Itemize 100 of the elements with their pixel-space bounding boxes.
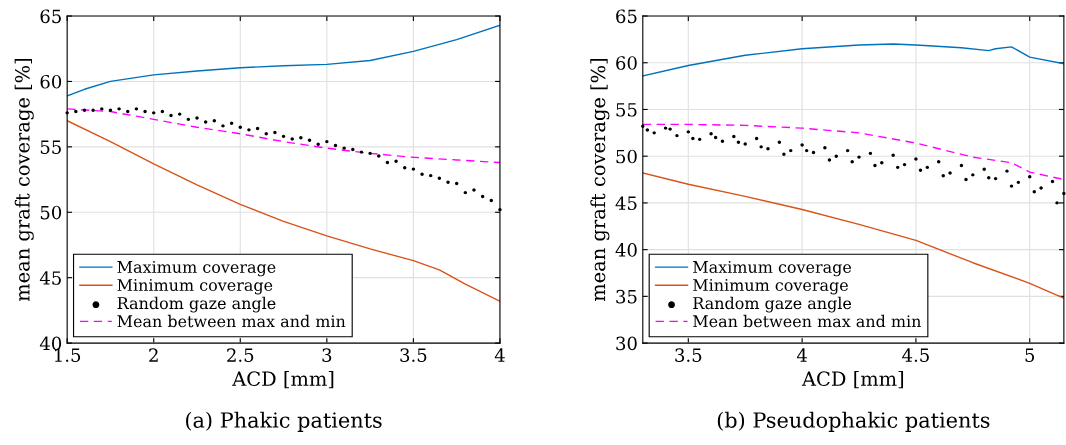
legend-label: Random gaze angle [117,296,276,313]
point [686,130,691,134]
point [394,159,398,163]
point [307,138,312,143]
x-tick-label: 4 [796,348,807,362]
point [1050,179,1055,184]
point [743,142,747,146]
point [902,162,907,167]
point [777,140,782,144]
text: (a) Phakic patients [186,411,382,432]
legend-label: Maximum coverage [117,261,276,277]
x-axis-title: ACD [mm] [801,370,904,389]
point [325,139,329,144]
point [698,137,702,142]
y-tick-label: 65 [40,9,61,24]
point [229,121,234,125]
line-series [67,108,500,164]
y-tick-label: 45 [39,271,61,285]
x-tick-label: 3.5 [675,348,702,362]
point [368,151,372,156]
point [454,181,459,186]
x-tick-label: 4 [494,348,505,362]
point [713,135,718,140]
point [290,137,294,141]
point [489,198,493,203]
x-tick-label: 2.5 [227,348,254,362]
x-tick-label: 5 [1025,348,1035,362]
point [221,124,225,128]
x-tick-label: 2 [149,348,158,362]
point [82,108,87,112]
y-tick-label: 35 [616,289,637,304]
legend-label: Mean between max and min [693,314,921,328]
y-tick-label: 65 [616,9,637,24]
y-tick-label: 45 [615,196,637,211]
point [918,168,923,172]
point [766,147,770,151]
point [720,139,725,143]
point [845,148,850,153]
y-tick-label: 50 [616,149,637,164]
point [91,108,95,112]
point [789,148,793,153]
y-tick-label: 60 [40,74,62,89]
y-tick-label: 55 [40,140,61,154]
point [333,143,338,148]
legend-label: Mean between max and min [117,314,346,328]
y-tick-label: 40 [615,243,637,257]
point [663,126,668,130]
text: (b) Pseudophakic patients [717,411,990,432]
x-tick-label: 3.5 [400,348,427,362]
point [971,173,975,177]
y-axis-title: mean graft coverage [%] [590,58,610,302]
point [117,107,121,111]
legend-label: Random gaze angle [693,296,852,313]
point [160,109,165,114]
point [446,180,450,184]
point [925,165,930,170]
y-tick-label: 30 [616,336,637,351]
point [782,152,786,157]
point [351,147,355,152]
point [959,163,964,168]
line-series [642,43,1064,77]
point [247,128,251,132]
point [100,107,104,111]
point [281,134,286,139]
legend-label: Minimum coverage [117,279,273,295]
point [1016,180,1021,185]
y-tick-label: 55 [616,103,637,117]
point [186,117,191,122]
y-axis-title: mean graft coverage [%] [14,58,34,302]
point [811,150,816,155]
point [377,154,381,158]
point [480,194,485,199]
x-tick-label: 3 [322,348,332,362]
point [74,109,78,114]
point [177,112,182,116]
point [914,157,918,161]
point [709,132,713,136]
y-tick-label: 60 [616,56,637,70]
legend-label: Minimum coverage [693,279,848,295]
point [134,107,139,111]
point [993,176,998,181]
point [1039,186,1043,190]
point [1062,191,1066,196]
x-tick-label: 4.5 [902,348,929,362]
legend-label: Maximum coverage [693,261,852,277]
line-series [642,123,1064,181]
point [385,160,390,165]
point [472,188,476,192]
point [195,116,199,120]
point [212,118,217,123]
point [429,173,433,178]
point [732,134,736,139]
x-axis-title: ACD [mm] [232,370,334,389]
point [463,190,468,195]
point [126,109,130,114]
point [420,172,424,177]
point [668,127,672,131]
point [1005,169,1009,173]
point [868,151,873,156]
point [804,148,809,153]
